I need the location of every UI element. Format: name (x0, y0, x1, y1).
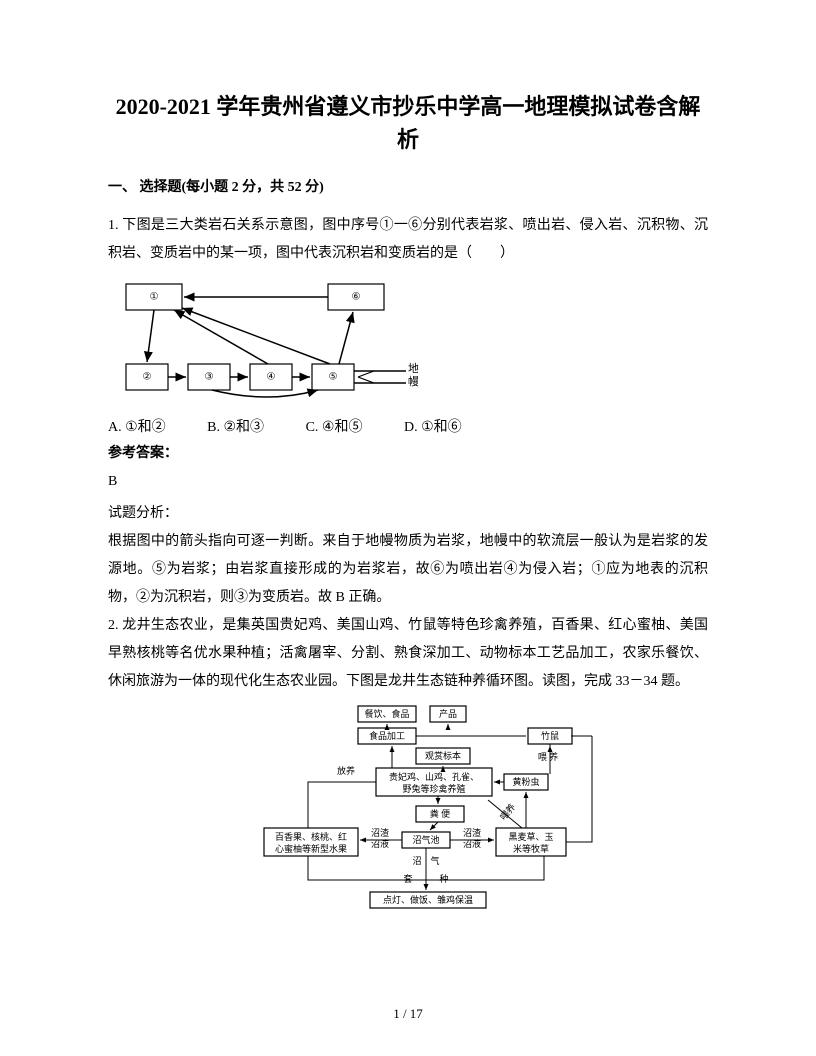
page-number: 1 / 17 (0, 1006, 816, 1022)
svg-text:黄粉虫: 黄粉虫 (512, 776, 539, 787)
svg-text:黑麦草、玉: 黑麦草、玉 (508, 831, 553, 842)
svg-text:喂 养: 喂 养 (538, 751, 558, 762)
svg-text:心蜜柚等新型水果: 心蜜柚等新型水果 (275, 843, 347, 854)
svg-text:点灯、做饭、雏鸡保温: 点灯、做饭、雏鸡保温 (383, 894, 473, 905)
svg-text:①: ① (150, 292, 159, 303)
svg-text:产品: 产品 (439, 708, 457, 719)
svg-text:贵妃鸡、山鸡、孔雀、: 贵妃鸡、山鸡、孔雀、 (389, 771, 479, 782)
svg-text:沼渣: 沼渣 (463, 827, 481, 838)
svg-text:放养: 放养 (337, 765, 355, 776)
eco-farm-diagram: 餐饮、食品 产品 食品加工 竹鼠 观赏标本 喂 养 放养 贵妃鸡、山鸡、孔雀、 … (258, 702, 618, 918)
svg-text:粪 便: 粪 便 (430, 808, 450, 819)
option-a: A. ①和② (108, 416, 166, 436)
analysis-text: 根据图中的箭头指向可逐一判断。来自于地幔物质为岩浆，地幔中的软流层一般认为是岩浆… (108, 528, 708, 612)
section-header: 一、 选择题(每小题 2 分，共 52 分) (108, 176, 708, 196)
q1-options: A. ①和② B. ②和③ C. ④和⑤ D. ①和⑥ (108, 416, 708, 436)
svg-text:③: ③ (205, 372, 214, 383)
svg-text:野兔等珍禽养殖: 野兔等珍禽养殖 (402, 783, 465, 794)
answer-label: 参考答案： (108, 442, 708, 462)
svg-text:幔: 幔 (408, 375, 418, 388)
svg-text:地: 地 (408, 362, 418, 375)
q1-stem: 1. 下图是三大类岩石关系示意图，图中序号①一⑥分别代表岩浆、喷出岩、侵入岩、沉… (108, 212, 708, 268)
option-c: C. ④和⑤ (306, 416, 363, 436)
svg-text:竹鼠: 竹鼠 (541, 730, 559, 741)
svg-text:⑥: ⑥ (352, 292, 361, 303)
svg-text:米等牧草: 米等牧草 (513, 843, 549, 854)
svg-text:餐饮、食品: 餐饮、食品 (364, 708, 409, 719)
option-d: D. ①和⑥ (404, 416, 462, 436)
svg-text:⑤: ⑤ (329, 372, 338, 383)
svg-text:④: ④ (267, 372, 276, 383)
q2-stem: 2. 龙井生态农业，是集英国贵妃鸡、美国山鸡、竹鼠等特色珍禽养殖，百香果、红心蜜… (108, 612, 708, 696)
answer-value: B (108, 474, 708, 490)
svg-text:沼气池: 沼气池 (412, 834, 439, 845)
option-b: B. ②和③ (207, 416, 264, 436)
rock-cycle-diagram: ① ⑥ ② ③ ④ ⑤ 地 幔 (108, 276, 418, 406)
analysis-label: 试题分析： (108, 500, 708, 528)
svg-text:观赏标本: 观赏标本 (425, 750, 461, 761)
page-title: 2020-2021 学年贵州省遵义市抄乐中学高一地理模拟试卷含解析 (108, 90, 708, 156)
svg-text:沼渣: 沼渣 (371, 827, 389, 838)
svg-text:百香果、核桃、红: 百香果、核桃、红 (275, 831, 347, 842)
svg-text:喂养: 喂养 (497, 801, 517, 822)
svg-text:食品加工: 食品加工 (369, 730, 405, 741)
svg-text:②: ② (143, 372, 152, 383)
